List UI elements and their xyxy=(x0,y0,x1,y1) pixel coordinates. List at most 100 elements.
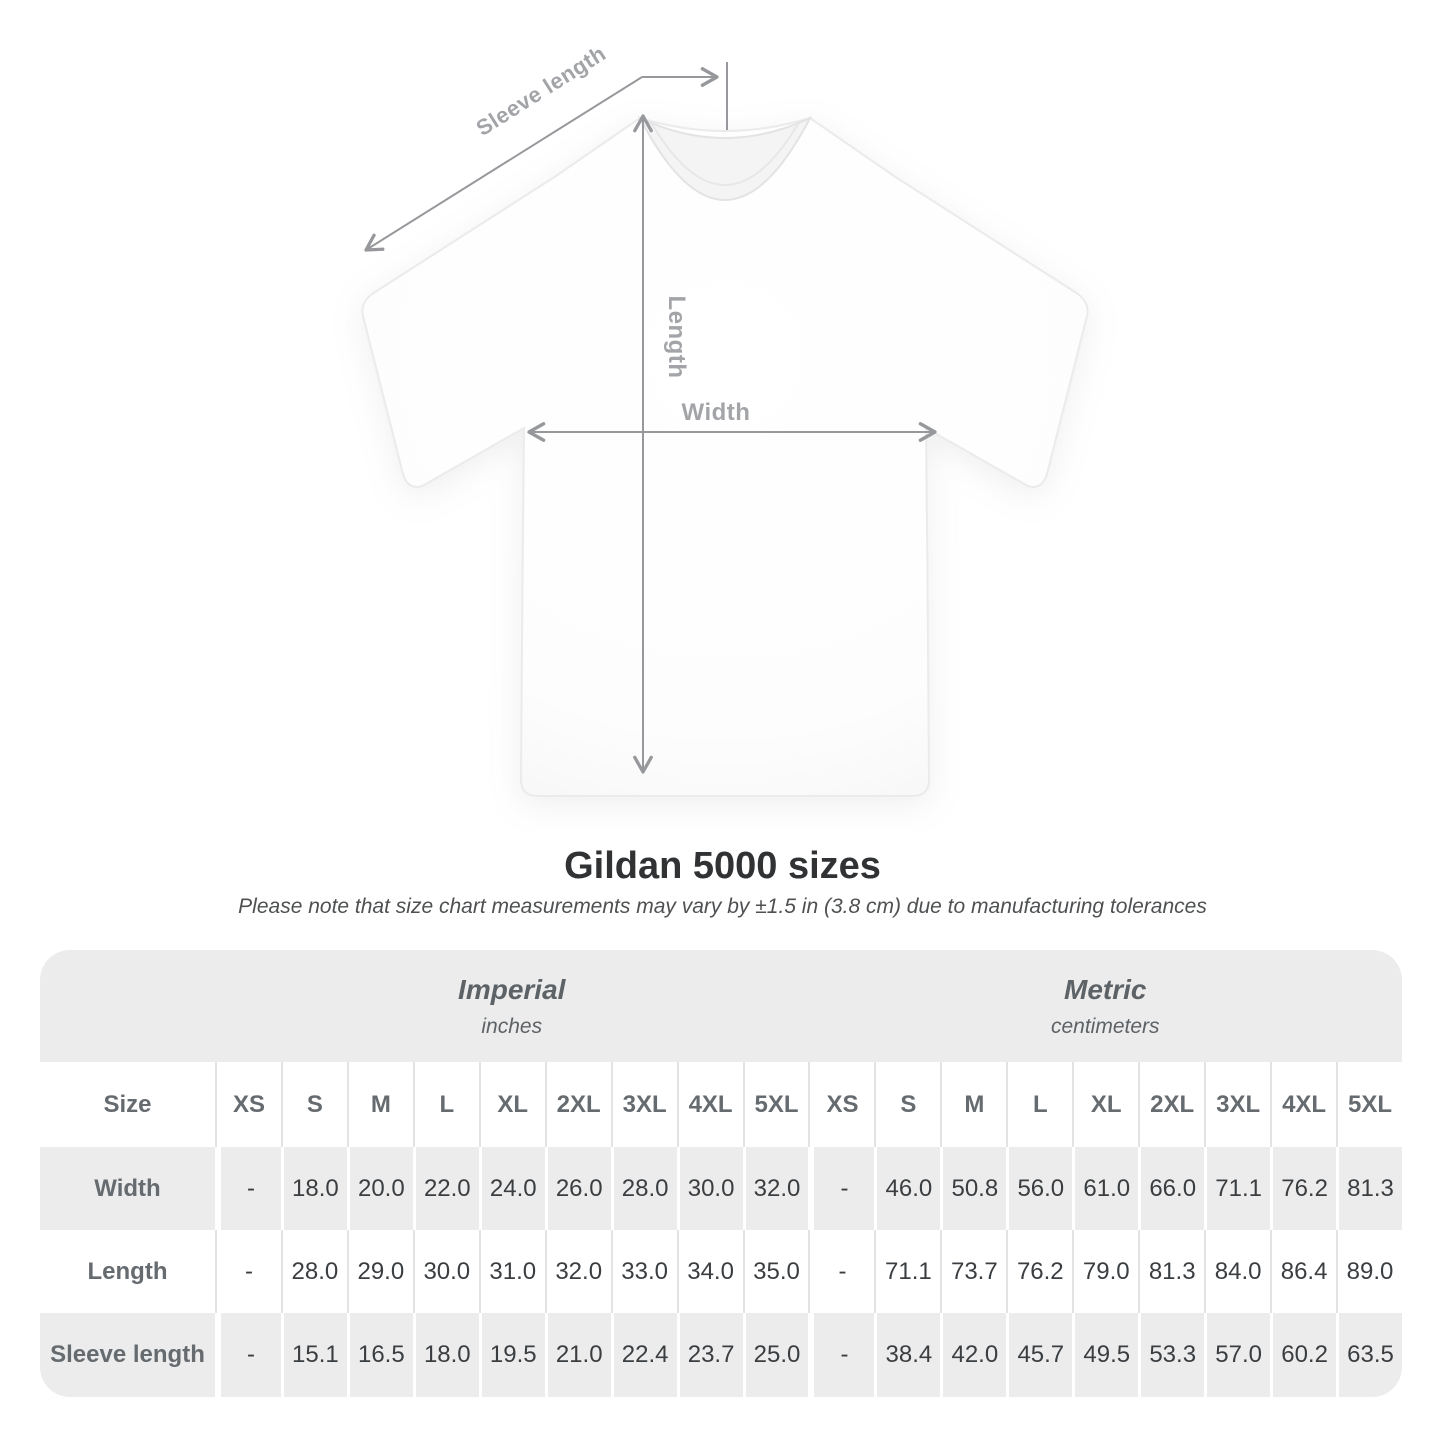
value-cell-imperial: 28.0 xyxy=(280,1230,347,1313)
table-row: Width -18.0 20.0 22.0 24.0 26.0 28.0 30.0 32.0-4… xyxy=(40,1147,1402,1230)
value-cell-imperial: 31.0 xyxy=(478,1230,545,1313)
value-cell-imperial: 15.1 xyxy=(280,1313,347,1397)
unit-group-metric: Metric centimeters xyxy=(809,974,1403,1039)
value-cell-metric: 81.3 xyxy=(1336,1147,1402,1230)
value-cell-imperial: 21.0 xyxy=(544,1313,611,1397)
table-row: Sleeve length -15.1 16.5 18.0 19.5 21.0 22.4 23… xyxy=(40,1313,1402,1397)
size-header-imperial: 3XL xyxy=(610,1062,677,1147)
unit-name-imperial: Imperial xyxy=(458,973,566,1005)
size-header-imperial: 5XL xyxy=(742,1062,809,1147)
unit-sub-metric: centimeters xyxy=(1050,1014,1160,1038)
sleeve-length-label: Sleeve length xyxy=(472,40,611,140)
value-cell-metric: - xyxy=(808,1313,874,1397)
table-row: Length -28.0 29.0 30.0 31.0 32.0 33.0 34.0 35.0-… xyxy=(40,1230,1402,1313)
value-cell-imperial: 18.0 xyxy=(280,1147,347,1230)
table-row: Size XS S M L XL 2XL 3XL 4XL 5XL XS S M L XL 2XL 3XL 4XL 5… xyxy=(40,1062,1402,1147)
page-title: Gildan 5000 sizes xyxy=(564,845,881,887)
value-cell-metric: 71.1 xyxy=(874,1230,940,1313)
value-cell-metric: 46.0 xyxy=(874,1147,940,1230)
tshirt-collar-inner-seam xyxy=(651,123,799,186)
value-cell-metric: 49.5 xyxy=(1072,1313,1138,1397)
value-cell-metric: 71.1 xyxy=(1204,1147,1270,1230)
size-header-metric: XL xyxy=(1072,1062,1138,1147)
value-cell-imperial: 35.0 xyxy=(742,1230,809,1313)
value-cell-imperial: - xyxy=(215,1147,281,1230)
sleeve-length-arrow-diagonal xyxy=(364,76,643,252)
value-cell-imperial: 18.0 xyxy=(412,1313,479,1397)
value-cell-imperial: 25.0 xyxy=(742,1313,809,1397)
size-header-metric: L xyxy=(1006,1062,1072,1147)
value-cell-metric: 53.3 xyxy=(1138,1313,1204,1397)
value-cell-imperial: 32.0 xyxy=(544,1230,611,1313)
unit-sub-imperial: inches xyxy=(481,1014,543,1038)
tshirt-collar xyxy=(637,115,813,201)
value-cell-imperial: - xyxy=(215,1313,281,1397)
value-cell-imperial: 16.5 xyxy=(346,1313,413,1397)
size-header-metric: 2XL xyxy=(1138,1062,1204,1147)
value-cell-metric: 56.0 xyxy=(1006,1147,1072,1230)
value-cell-imperial: 22.4 xyxy=(610,1313,677,1397)
size-header-metric: 5XL xyxy=(1336,1062,1402,1147)
value-cell-metric: 66.0 xyxy=(1138,1147,1204,1230)
value-cell-metric: 61.0 xyxy=(1072,1147,1138,1230)
value-cell-metric: 86.4 xyxy=(1270,1230,1336,1313)
unit-name-metric: Metric xyxy=(1064,973,1147,1005)
value-cell-imperial: 23.7 xyxy=(676,1313,743,1397)
size-header-metric: XS xyxy=(808,1062,874,1147)
size-header-imperial: S xyxy=(280,1062,347,1147)
tshirt-measurement-diagram: Sleeve length Length Width xyxy=(361,40,1089,797)
value-cell-imperial: 28.0 xyxy=(610,1147,677,1230)
value-cell-metric: 76.2 xyxy=(1006,1230,1072,1313)
row-label: Length xyxy=(87,1257,168,1285)
value-cell-imperial: 19.5 xyxy=(478,1313,545,1397)
value-cell-imperial: 22.0 xyxy=(412,1147,479,1230)
value-cell-metric: 73.7 xyxy=(940,1230,1006,1313)
value-cell-imperial: 33.0 xyxy=(610,1230,677,1313)
value-cell-imperial: 24.0 xyxy=(478,1147,545,1230)
size-header-imperial: 4XL xyxy=(676,1062,743,1147)
size-table: Imperial inches Metric centimeters Size X… xyxy=(40,950,1402,1397)
value-cell-metric: 84.0 xyxy=(1204,1230,1270,1313)
unit-group-imperial: Imperial inches xyxy=(215,974,809,1039)
value-cell-imperial: 26.0 xyxy=(544,1147,611,1230)
value-cell-metric: 60.2 xyxy=(1270,1313,1336,1397)
value-cell-imperial: 32.0 xyxy=(742,1147,809,1230)
value-cell-metric: 50.8 xyxy=(940,1147,1006,1230)
value-cell-imperial: - xyxy=(215,1230,281,1313)
size-header-imperial: L xyxy=(412,1062,479,1147)
value-cell-metric: 79.0 xyxy=(1072,1230,1138,1313)
tshirt-silhouette xyxy=(361,116,1089,797)
value-cell-metric: 57.0 xyxy=(1204,1313,1270,1397)
size-header-metric: M xyxy=(940,1062,1006,1147)
value-cell-imperial: 30.0 xyxy=(676,1147,743,1230)
size-table-rows: Size XS S M L XL 2XL 3XL 4XL 5XL XS S M L XL 2XL 3XL 4XL 5… xyxy=(40,1062,1402,1397)
size-header-metric: 3XL xyxy=(1204,1062,1270,1147)
row-label: Sleeve length xyxy=(50,1341,205,1368)
size-header-metric: 4XL xyxy=(1270,1062,1336,1147)
size-header-imperial: XS xyxy=(215,1062,281,1147)
value-cell-imperial: 29.0 xyxy=(346,1230,413,1313)
value-cell-imperial: 20.0 xyxy=(346,1147,413,1230)
size-header-imperial: 2XL xyxy=(544,1062,611,1147)
value-cell-metric: - xyxy=(808,1147,874,1230)
value-cell-metric: 63.5 xyxy=(1336,1313,1402,1397)
value-cell-metric: 45.7 xyxy=(1006,1313,1072,1397)
value-cell-metric: 89.0 xyxy=(1336,1230,1402,1313)
tolerance-note: Please note that size chart measurements… xyxy=(238,895,1207,918)
value-cell-metric: 42.0 xyxy=(940,1313,1006,1397)
unit-header-row: Imperial inches Metric centimeters xyxy=(40,950,1402,1062)
value-cell-metric: 76.2 xyxy=(1270,1147,1336,1230)
size-header-imperial: M xyxy=(346,1062,413,1147)
row-label: Width xyxy=(94,1174,161,1202)
size-header-imperial: XL xyxy=(478,1062,545,1147)
value-cell-imperial: 34.0 xyxy=(676,1230,743,1313)
width-label: Width xyxy=(682,399,751,426)
size-column-header: Size xyxy=(103,1090,152,1118)
value-cell-metric: 81.3 xyxy=(1138,1230,1204,1313)
value-cell-imperial: 30.0 xyxy=(412,1230,479,1313)
value-cell-metric: - xyxy=(808,1230,874,1313)
value-cell-metric: 38.4 xyxy=(874,1313,940,1397)
size-header-metric: S xyxy=(874,1062,940,1147)
length-label: Length xyxy=(663,296,690,379)
